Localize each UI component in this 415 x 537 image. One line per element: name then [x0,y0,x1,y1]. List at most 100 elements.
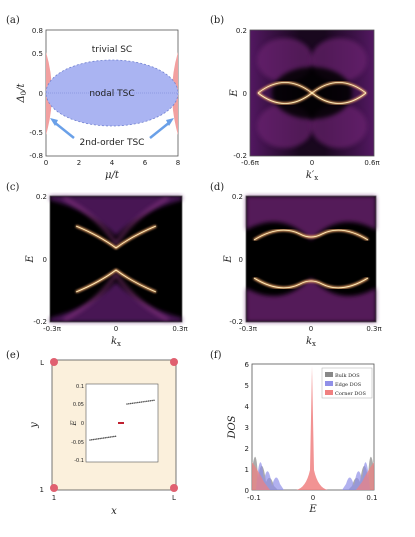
legend-item-edge: Edge DOS [335,382,362,388]
inset-eigenvalues [89,399,155,441]
panel-c-ytick: 0.2 [36,193,47,201]
panel-a-ylabel-main: Δ [16,95,27,103]
panel-d-frame [245,195,377,323]
panel-e-label: (e) [6,350,20,361]
panel-d-ytick: 0.2 [232,193,243,201]
inset-eigenvalue-point [97,437,100,440]
panel-c-xlabel-sub: x [117,340,121,348]
panel-e-xtick: 1 [52,494,56,502]
panel-c-xlabel: kx [111,336,121,348]
panel-d-xtick: -0.3π [239,325,258,333]
panel-c-edge-core [75,225,157,249]
panel-f-xlabel: E [308,504,317,515]
panel-d-edge-core [253,277,369,289]
panel-f-ytick: 5 [245,382,249,390]
panel-b-xtick: -0.6π [241,159,260,167]
panel-c-bulk-top [50,196,182,236]
legend-item-corner: Corner DOS [335,391,366,397]
corner-dos-left [252,462,270,490]
panel-f-xticks: -0.1 0 0.1 [247,494,377,502]
panel-a-arrowhead-left [50,118,58,126]
inset-eigenvalue-point [89,439,91,441]
panel-a-ylabel: Δ0/t [16,82,28,103]
panel-f-ytick: 1 [245,466,249,474]
panel-a-xticks: 0 2 4 6 8 [44,159,180,167]
panel-a-xtick: 2 [77,159,81,167]
inset-eigenvalue-point [135,401,137,404]
panel-f-ylabel: DOS [227,415,238,439]
panel-c-bulk-edge [114,273,169,322]
inset-eigenvalue-point [153,399,155,402]
panel-b-ytick: 0 [243,90,247,98]
panel-f-xtick: -0.1 [247,494,261,502]
panel-e-xlabel: x [111,506,117,517]
panel-a-ytick: -0.5 [29,129,43,137]
inset-eigenvalue-point [109,436,112,438]
panel-e-ylabel: y [29,422,40,429]
panel-d-xticks: -0.3π 0 0.3π [239,325,382,333]
inset-eigenvalue-point [144,400,146,403]
inset-eigenvalue-point [146,400,148,403]
panel-c-xticks: -0.3π 0 0.3π [43,325,188,333]
panel-d-ylabel: E [223,255,234,264]
panel-a-ytick: 0 [39,90,43,98]
inset-ytick: 0.1 [76,384,84,390]
panel-b-xtick: 0.6π [364,159,380,167]
panel-a-arrowhead-right [166,118,174,126]
panel-a-ytick: -0.8 [29,152,43,160]
panel-b-xlabel-main: k′ [306,170,315,181]
panel-c-yticks: 0.2 0 -0.2 [33,193,47,326]
panel-d-bulk-top [246,196,376,240]
inset-eigenvalue-point [114,435,117,438]
panel-f-ytick: 3 [245,424,249,432]
panel-e-inset: 0.1 0.05 0 -0.05 -0.1 E [70,383,159,464]
inset-ytick: -0.05 [71,440,84,446]
inset-ylabel: E [70,420,78,426]
panel-c-bulk-bottom [50,282,182,322]
inset-yticks: 0.1 0.05 0 -0.05 -0.1 [71,384,84,464]
legend-swatch-bulk [325,372,333,377]
panel-d-xtick: 0 [309,325,313,333]
corner-state-marker [50,358,58,366]
inset-eigenvalue-point [101,437,103,440]
panel-c-xtick: 0 [114,325,118,333]
panel-d-bulk-bottom [246,278,376,322]
panel-a-xtick: 6 [143,159,148,167]
panel-d-gap [261,245,361,273]
inset-eigenvalue-point [106,436,108,439]
panel-a-ylabel-sub: 0 [20,91,28,95]
legend-item-bulk: Bulk DOS [335,373,360,379]
panel-e-ytick: 1 [40,486,44,494]
panel-e: (e) 0.1 0.05 0 -0.05 -0.1 E L 1 1 L [6,350,178,517]
corner-state-marker [170,484,178,492]
panel-b-xtick: 0 [310,159,314,167]
inset-eigenvalue-point [96,438,98,440]
panel-b-yticks: 0.2 0 -0.2 [233,27,247,160]
panel-c-xlabel-main: k [111,336,117,347]
panel-a-ytick: 0.5 [32,50,43,58]
inset-eigenvalue-point [151,399,153,402]
panel-f-label: (f) [210,350,222,361]
panel-f-ytick: 6 [245,361,250,369]
corner-dos-right [356,462,374,490]
panel-b-ylabel: E [229,89,240,98]
panel-b-xticks: -0.6π 0 0.6π [241,159,380,167]
panel-c-ylabel: E [25,255,36,264]
inset-eigenvalue-point [140,401,143,403]
panel-d-label: (d) [210,182,224,193]
panel-c-xtick: 0.3π [172,325,188,333]
inset-eigenvalue-point [138,401,141,404]
panel-d-yticks: 0.2 0 -0.2 [229,193,243,326]
panel-b-xlabel-sub: x [314,174,318,182]
panel-c-ytick: 0 [43,256,47,264]
panel-a-xtick: 0 [44,159,48,167]
corner-dos-peak [296,366,328,490]
panel-c: (c) 0.2 0 -0.2 -0.3π 0 0.3π kx E [6,182,188,348]
panel-c-frame [49,195,183,323]
panel-b-edge-core [257,92,367,104]
panel-d-xlabel-main: k [306,336,312,347]
panel-a-text-trivial: trivial SC [92,45,132,55]
panel-f-yticks: 6 5 4 3 2 1 0 [245,361,250,495]
inset-zero-modes [118,422,124,424]
legend-swatch-corner [325,390,333,395]
